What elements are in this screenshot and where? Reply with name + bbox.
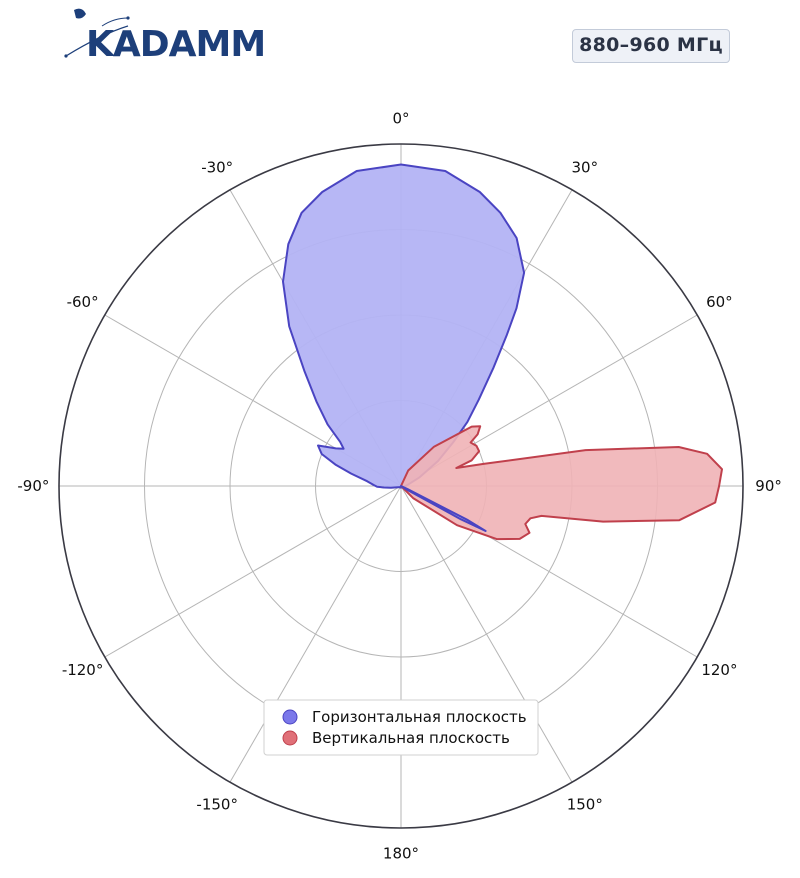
legend-label-horizontal: Горизонтальная плоскость: [312, 708, 527, 726]
series-horizontal-0: [282, 163, 526, 489]
legend-marker-horizontal: [282, 709, 298, 725]
chart-legend: Горизонтальная плоскость Вертикальная пл…: [263, 699, 539, 756]
angle-tick-label: -30°: [201, 159, 233, 177]
angle-tick-label: -60°: [67, 293, 99, 311]
grid-spoke: [229, 485, 402, 783]
angle-tick-label: -120°: [62, 661, 104, 679]
logo-wordmark: KADAMM: [86, 24, 265, 62]
angle-tick-label: 30°: [572, 159, 599, 177]
angle-tick-label: 0°: [392, 109, 409, 127]
angle-ticks: 0° 30° 60° 90° 120° 150° 180° -150° -120° -90° -60…: [17, 109, 781, 862]
legend-marker-vertical: [282, 730, 298, 746]
angle-tick-label: 90°: [755, 477, 782, 495]
legend-label-vertical: Вертикальная плоскость: [312, 729, 510, 747]
angle-tick-label: -150°: [196, 795, 238, 813]
kadamm-logo: KADAMM: [62, 4, 267, 65]
polar-axis: [58, 143, 744, 829]
angle-tick-label: 180°: [383, 845, 419, 863]
series-horizontal-2: [400, 485, 487, 532]
series-layer: [282, 163, 723, 541]
series-vertical-1: [400, 425, 723, 541]
grid-spoke: [400, 485, 573, 783]
angle-tick-label: 150°: [567, 795, 603, 813]
angle-tick-label: 60°: [706, 293, 733, 311]
angle-tick-label: 120°: [701, 661, 737, 679]
angle-tick-label: -90°: [17, 477, 49, 495]
outer-axis-circle: [58, 143, 744, 829]
grid-spoke: [104, 485, 402, 658]
frequency-band-badge: 880–960 МГц: [572, 29, 730, 63]
legend-box: [263, 699, 539, 756]
